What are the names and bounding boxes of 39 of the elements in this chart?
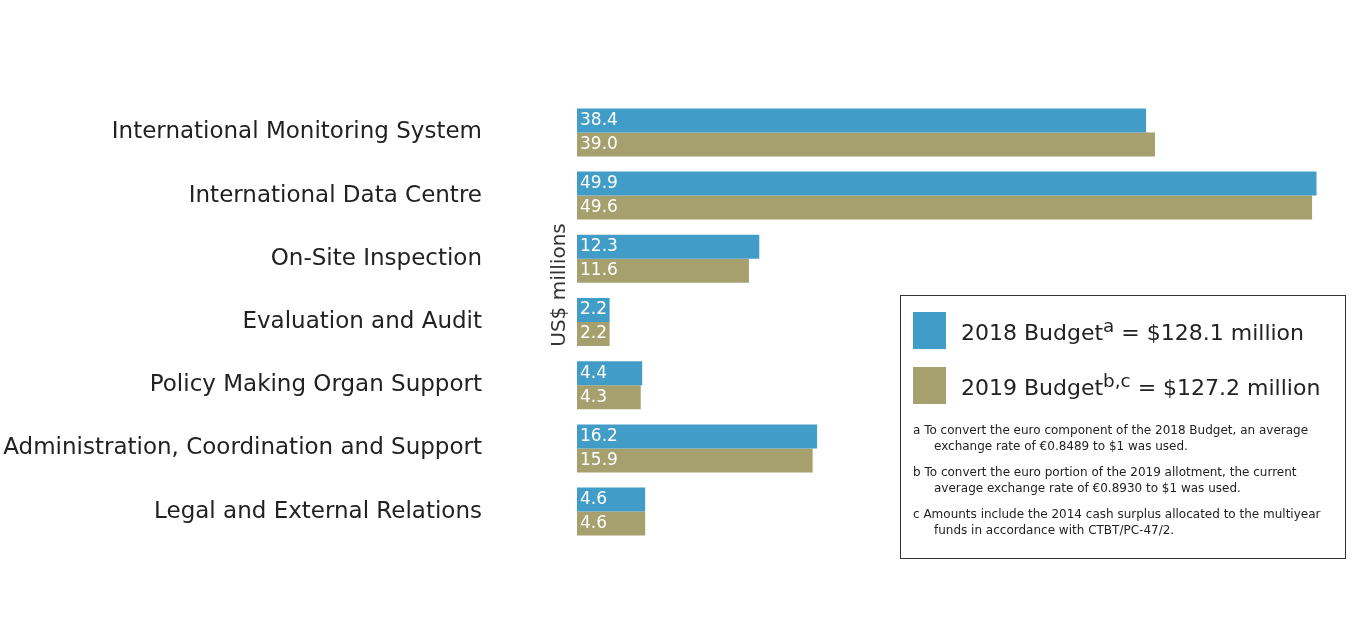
- annotation: c Amounts include the 2014 cash surplus allocated to the multiyear funds in accordance with CTBT/PC-47/2.: [913, 506, 1322, 538]
- data-label: 16.2: [580, 424, 618, 445]
- data-label: 12.3: [580, 235, 618, 256]
- bar: [577, 234, 760, 259]
- bar: [577, 448, 813, 473]
- data-label: 2.2: [580, 298, 608, 319]
- annotation: a To convert the euro component of the 2018 Budget, an average exchange rate of €0.8489 to $1 was used.: [913, 422, 1310, 454]
- data-label: 4.3: [580, 385, 608, 406]
- bar: [577, 171, 1317, 196]
- y-tick-label: Legal and External Relations: [154, 496, 482, 523]
- data-label: 49.6: [580, 196, 618, 217]
- annotation: b To convert the euro portion of the 2019 allotment, the current average exchange rate of €0.8930 to $1 was used.: [913, 464, 1298, 496]
- legend-label: 2019 Budget$^{b,c}$ = $127.2 million: [961, 370, 1321, 401]
- bar: [577, 487, 646, 512]
- y-tick-label: Policy Making Organ Support: [149, 370, 482, 397]
- bar: [577, 424, 818, 449]
- y-tick-label: International Data Centre: [188, 180, 482, 207]
- data-label: 2.2: [580, 322, 608, 343]
- data-label: 39.0: [580, 132, 618, 153]
- data-label: 11.6: [580, 259, 618, 280]
- bar: [577, 361, 643, 386]
- data-label: 4.4: [580, 361, 608, 382]
- bar: [577, 511, 646, 536]
- data-label: 4.6: [580, 488, 608, 509]
- data-label: 38.4: [580, 108, 618, 129]
- bar: [577, 108, 1147, 133]
- y-tick-label: International Monitoring System: [111, 117, 482, 144]
- data-label: 49.9: [580, 172, 618, 193]
- bar: [577, 385, 641, 410]
- data-label: 15.9: [580, 448, 618, 469]
- y-tick-label: Evaluation and Audit: [242, 306, 482, 333]
- legend-label: 2018 Budget$^{a}$ = $128.1 million: [961, 315, 1305, 346]
- bar: [577, 132, 1155, 157]
- y-tick-label: Administration, Coordination and Support: [3, 433, 482, 460]
- data-label: 4.6: [580, 512, 608, 533]
- y-tick-label: On-Site Inspection: [270, 243, 482, 270]
- bar: [577, 258, 749, 283]
- bar: [577, 195, 1313, 220]
- y-axis-title: US$ millions: [546, 223, 571, 347]
